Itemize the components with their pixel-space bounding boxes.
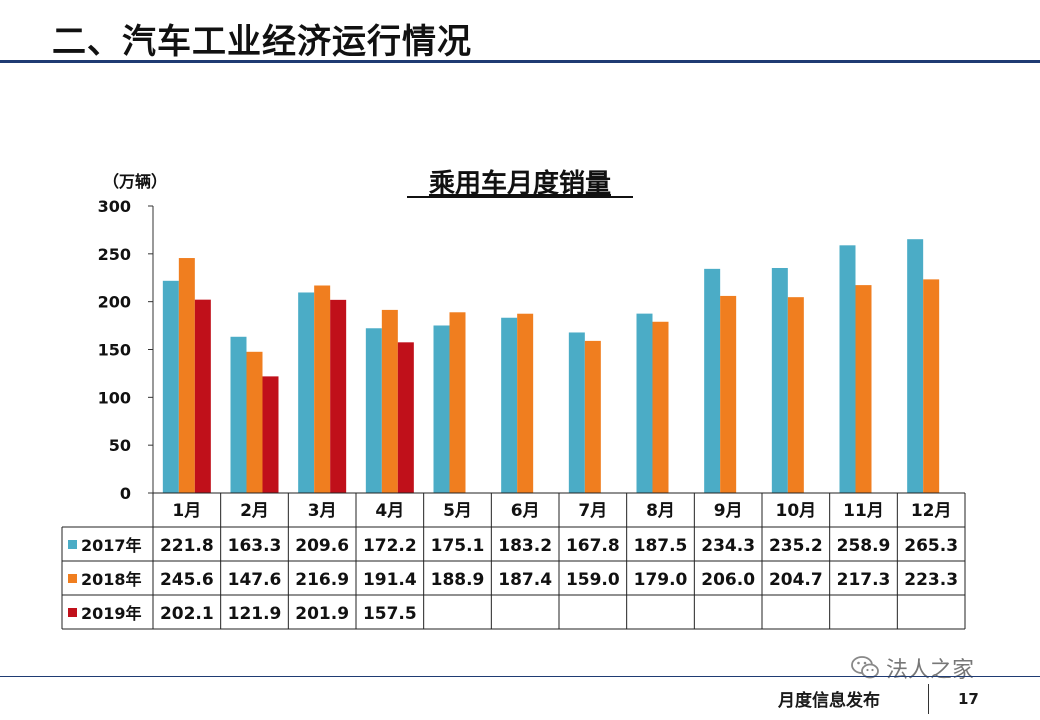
table-cell: 187.5 <box>634 536 688 556</box>
table-cell: 175.1 <box>431 536 485 556</box>
bar-2017年-6月 <box>501 317 518 493</box>
bar-2018年-3月 <box>314 285 331 493</box>
table-cell: 121.9 <box>228 604 282 624</box>
bar-2017年-12月 <box>907 239 924 493</box>
table-cell: 234.3 <box>701 536 755 556</box>
chart-title: 乘用车月度销量 <box>428 168 611 199</box>
legend-label-2017年: 2017年 <box>81 536 142 555</box>
legend-label-2018年: 2018年 <box>81 570 142 589</box>
bar-2018年-5月 <box>449 312 466 493</box>
x-tick-label: 6月 <box>511 501 540 521</box>
y-tick-label: 100 <box>98 388 131 407</box>
x-tick-label: 11月 <box>843 501 884 521</box>
wechat-icon <box>851 656 879 679</box>
y-tick-label: 150 <box>98 341 131 360</box>
bar-2018年-11月 <box>855 285 872 493</box>
x-tick-label: 7月 <box>578 501 607 521</box>
y-tick-label: 200 <box>98 293 131 312</box>
page-number: 17 <box>958 690 979 708</box>
x-tick-label: 10月 <box>775 501 816 521</box>
bar-2017年-7月 <box>568 332 585 493</box>
table-cell: 191.4 <box>363 570 417 590</box>
table-cell: 235.2 <box>769 536 823 556</box>
bar-2019年-4月 <box>397 342 414 493</box>
table-cell: 221.8 <box>160 536 214 556</box>
title-rule <box>0 60 1040 63</box>
table-cell: 201.9 <box>295 604 349 624</box>
x-tick-label: 5月 <box>443 501 472 521</box>
table-cell: 183.2 <box>498 536 552 556</box>
bar-2019年-1月 <box>194 299 211 493</box>
table-cell: 167.8 <box>566 536 620 556</box>
y-tick-label: 0 <box>120 484 131 503</box>
table-cell: 159.0 <box>566 570 620 590</box>
table-cell: 188.9 <box>431 570 485 590</box>
y-tick-label: 300 <box>98 197 131 216</box>
x-tick-label: 3月 <box>308 501 337 521</box>
table-cell: 172.2 <box>363 536 417 556</box>
legend-swatch-2017年 <box>68 540 77 549</box>
bar-2018年-9月 <box>720 295 737 493</box>
x-tick-label: 12月 <box>911 501 952 521</box>
x-tick-label: 1月 <box>172 501 201 521</box>
legend-swatch-2019年 <box>68 608 77 617</box>
table-cell: 265.3 <box>904 536 958 556</box>
bar-2017年-2月 <box>230 336 247 493</box>
table-cell: 223.3 <box>904 570 958 590</box>
bar-2019年-3月 <box>330 299 347 493</box>
table-cell: 179.0 <box>634 570 688 590</box>
footer-rule <box>0 676 1040 677</box>
bar-2018年-7月 <box>584 340 601 493</box>
watermark-text: 法人之家 <box>886 658 975 683</box>
table-cell: 204.7 <box>769 570 823 590</box>
bar-2018年-8月 <box>652 321 669 493</box>
x-tick-label: 2月 <box>240 501 269 521</box>
bar-2019年-2月 <box>262 376 279 493</box>
slide-title: 二、汽车工业经济运行情况 <box>52 22 472 62</box>
table-cell: 209.6 <box>295 536 349 556</box>
bar-2017年-10月 <box>771 267 788 493</box>
y-tick-label: 250 <box>98 245 131 264</box>
legend-swatch-2018年 <box>68 574 77 583</box>
bar-2018年-12月 <box>923 279 940 493</box>
bar-2017年-9月 <box>704 268 721 493</box>
x-tick-label: 9月 <box>714 501 743 521</box>
x-tick-label: 4月 <box>375 501 404 521</box>
bar-2018年-4月 <box>381 309 398 493</box>
bar-2017年-11月 <box>839 245 856 493</box>
footer-divider <box>928 684 929 714</box>
legend-label-2019年: 2019年 <box>81 604 142 623</box>
watermark: 法人之家 <box>850 652 974 684</box>
bar-2017年-4月 <box>365 328 382 493</box>
table-cell: 258.9 <box>837 536 891 556</box>
bar-2017年-5月 <box>433 325 450 493</box>
table-cell: 245.6 <box>160 570 214 590</box>
bar-2018年-10月 <box>787 297 804 493</box>
bar-2018年-2月 <box>246 351 263 493</box>
x-tick-label: 8月 <box>646 501 675 521</box>
y-unit-label: （万辆） <box>103 172 167 191</box>
table-cell: 147.6 <box>228 570 282 590</box>
table-cell: 216.9 <box>295 570 349 590</box>
bar-2017年-8月 <box>636 313 653 493</box>
bar-2018年-6月 <box>517 313 534 493</box>
bar-2017年-3月 <box>298 292 315 493</box>
table-cell: 202.1 <box>160 604 214 624</box>
footer-text: 月度信息发布 <box>778 691 880 711</box>
bar-2018年-1月 <box>178 258 195 493</box>
bar-2017年-1月 <box>162 280 179 493</box>
table-cell: 163.3 <box>228 536 282 556</box>
table-cell: 217.3 <box>837 570 891 590</box>
table-cell: 206.0 <box>701 570 755 590</box>
table-cell: 187.4 <box>498 570 552 590</box>
table-cell: 157.5 <box>363 604 417 624</box>
y-tick-label: 50 <box>109 436 131 455</box>
